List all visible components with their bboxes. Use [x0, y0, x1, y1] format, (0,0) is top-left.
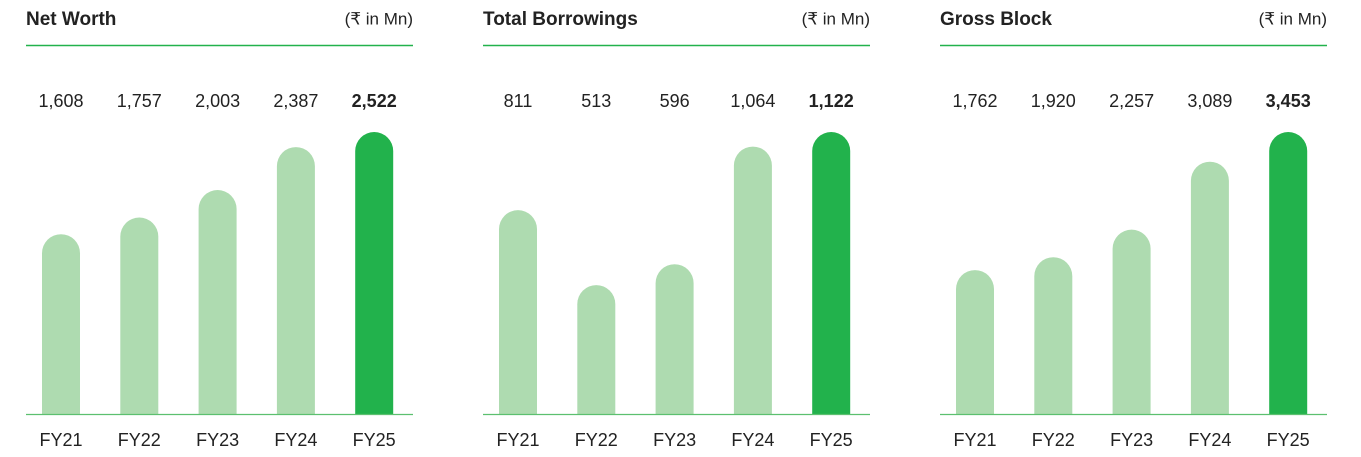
x-tick-label: FY22 [118, 430, 161, 450]
value-label: 811 [504, 91, 533, 111]
value-label: 1,608 [38, 91, 83, 111]
unit-label: (₹ in Mn) [1259, 9, 1327, 28]
bar [1269, 132, 1308, 414]
bar [1190, 161, 1229, 414]
x-tick-label: FY22 [1032, 430, 1075, 450]
bar [42, 234, 80, 414]
x-tick-label: FY23 [1110, 430, 1153, 450]
x-tick-label: FY25 [1267, 430, 1310, 450]
chart-title: Gross Block [940, 9, 1052, 30]
value-label: 3,089 [1187, 91, 1232, 111]
x-tick-label: FY25 [810, 430, 853, 450]
value-label: 596 [660, 91, 690, 111]
bar [355, 132, 394, 414]
x-tick-label: FY25 [353, 430, 396, 450]
x-tick-label: FY24 [731, 430, 774, 450]
unit-label: (₹ in Mn) [345, 9, 413, 28]
value-label: 1,762 [952, 91, 997, 111]
bar [276, 147, 315, 415]
bar [1034, 257, 1073, 414]
bar [655, 264, 694, 414]
x-tick-label: FY24 [1188, 430, 1231, 450]
x-tick-label: FY21 [953, 430, 996, 450]
value-label: 2,257 [1109, 91, 1154, 111]
unit-label: (₹ in Mn) [802, 9, 870, 28]
bar [198, 190, 237, 414]
bar [577, 285, 616, 414]
value-label: 1,122 [809, 91, 854, 111]
chart-title: Total Borrowings [483, 9, 638, 30]
value-label: 3,453 [1266, 91, 1311, 111]
x-tick-label: FY21 [39, 430, 82, 450]
x-tick-label: FY24 [274, 430, 317, 450]
x-tick-label: FY21 [496, 430, 539, 450]
x-tick-label: FY23 [653, 430, 696, 450]
bar [499, 210, 537, 414]
bar [956, 270, 994, 414]
bar [812, 132, 851, 414]
value-label: 1,064 [730, 91, 775, 111]
value-label: 1,920 [1031, 91, 1076, 111]
value-label: 2,387 [273, 91, 318, 111]
bar [120, 217, 159, 414]
value-label: 2,003 [195, 91, 240, 111]
bar [733, 146, 772, 414]
x-tick-label: FY22 [575, 430, 618, 450]
value-label: 2,522 [352, 91, 397, 111]
value-label: 513 [581, 91, 611, 111]
x-tick-label: FY23 [196, 430, 239, 450]
bar [1112, 229, 1151, 414]
chart-title: Net Worth [26, 9, 116, 30]
value-label: 1,757 [117, 91, 162, 111]
